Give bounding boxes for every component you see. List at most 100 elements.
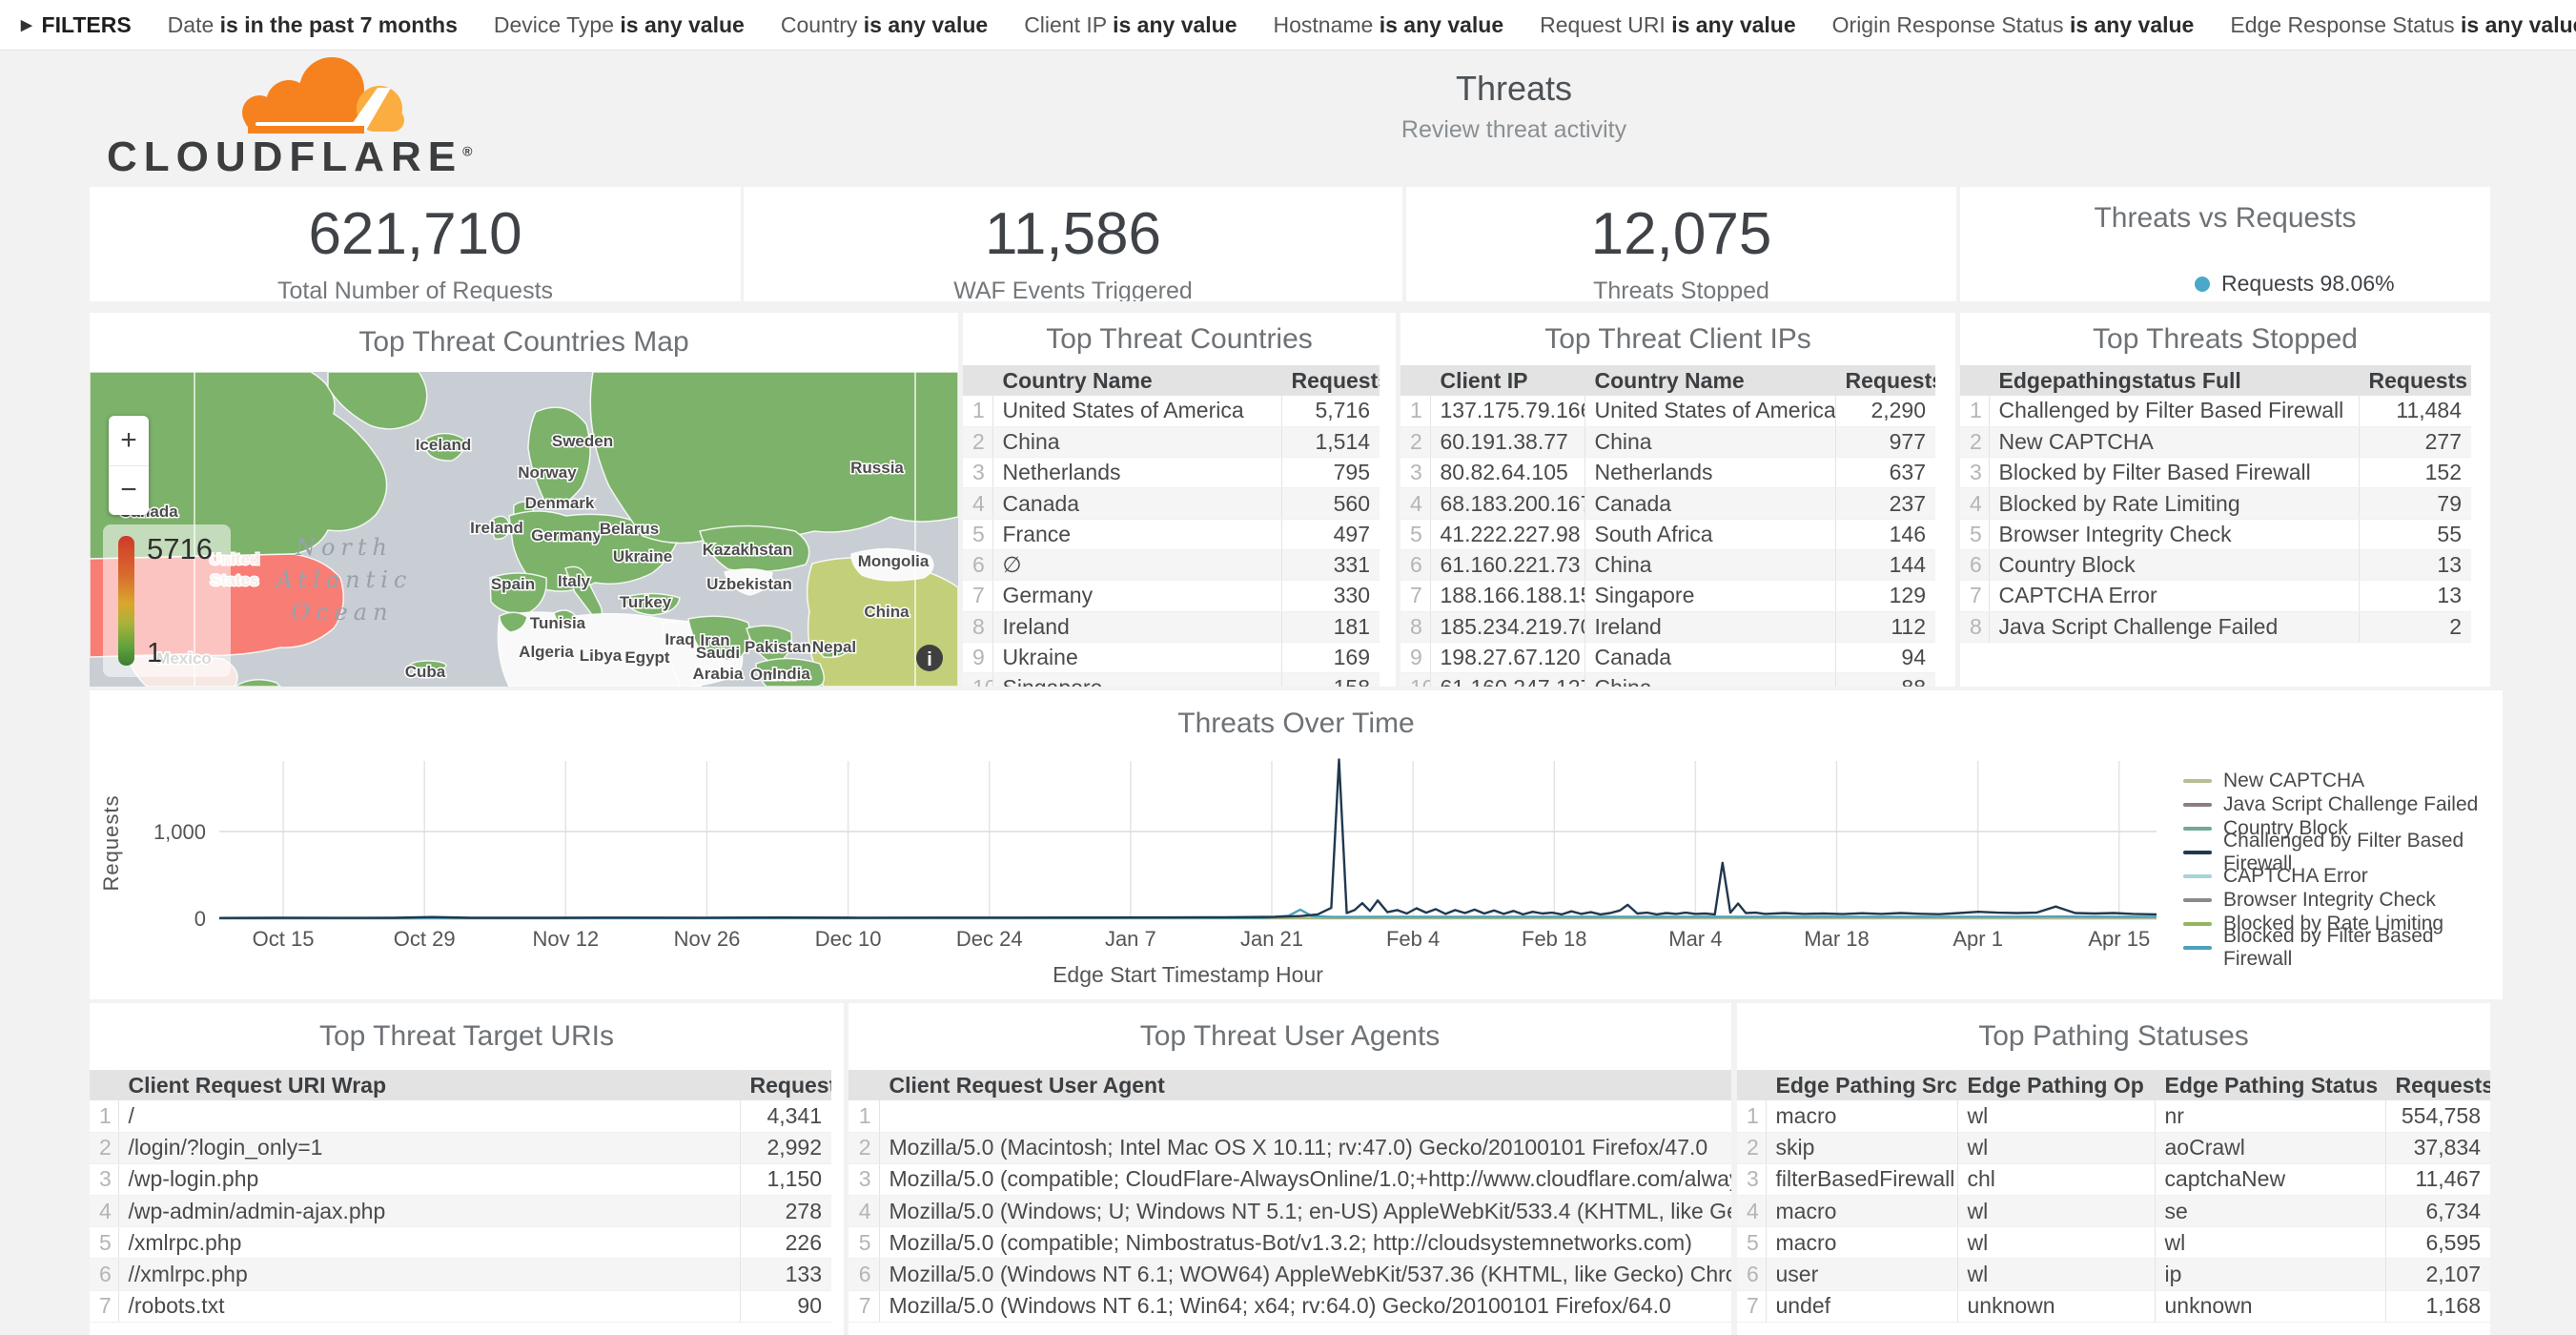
- table-row[interactable]: 7 CAPTCHA Error 13: [1960, 580, 2471, 612]
- table-row[interactable]: 1: [848, 1100, 1731, 1133]
- column-header[interactable]: Edge Pathing Op: [1957, 1070, 2156, 1100]
- table-row[interactable]: 1/4,341: [90, 1100, 831, 1133]
- map-region-north-africa[interactable]: [497, 611, 706, 687]
- map-region-nepal[interactable]: [813, 644, 850, 659]
- map-region-morocco[interactable]: [499, 611, 528, 633]
- table-row[interactable]: 7/robots.txt 90: [90, 1290, 831, 1323]
- column-header[interactable]: Requests∨: [2359, 365, 2471, 396]
- column-header[interactable]: Edge Pathing Src: [1766, 1070, 1958, 1100]
- map-region-turkey[interactable]: [620, 592, 681, 616]
- column-header[interactable]: Requests∨: [2385, 1070, 2490, 1100]
- zoom-in-button[interactable]: +: [109, 416, 149, 466]
- table-row[interactable]: 7 Germany 330: [963, 580, 1380, 612]
- filter-item[interactable]: Device Type is any value: [494, 12, 745, 38]
- map-region-india[interactable]: [755, 657, 826, 688]
- table-row[interactable]: 7 Mozilla/5.0 (Windows NT 6.1; Win64; x64…: [848, 1290, 1731, 1323]
- world-map[interactable]: i NorthAtlanticOceanCanadaUnitedStatesMe…: [90, 371, 958, 688]
- column-header[interactable]: Client IP: [1430, 365, 1585, 396]
- table-row[interactable]: 2/login/?login_only=1 2,992: [90, 1132, 831, 1164]
- table-row[interactable]: 6 Mozilla/5.0 (Windows NT 6.1; WOW64) App…: [848, 1258, 1731, 1291]
- map-region-pakistan[interactable]: [746, 625, 793, 665]
- table-row[interactable]: 8 Ireland 181: [963, 611, 1380, 643]
- table-row[interactable]: 1 137.175.79.166 United States of America 2…: [1400, 396, 1935, 427]
- table-row[interactable]: 4 macro wl se 6,734: [1737, 1195, 2490, 1228]
- table-row[interactable]: 5/xmlrpc.php 226: [90, 1226, 831, 1260]
- column-header[interactable]: Client Request URI Wrap: [118, 1070, 741, 1100]
- table-row[interactable]: 9 198.27.67.120 Canada 94: [1400, 642, 1935, 674]
- legend-item[interactable]: Browser Integrity Check: [2183, 888, 2503, 912]
- map-region-spain[interactable]: [489, 572, 547, 615]
- filter-item[interactable]: Edge Response Status is any value: [2230, 12, 2576, 38]
- map-region-canada[interactable]: [90, 371, 388, 560]
- table-row[interactable]: 3 Mozilla/5.0 (compatible; CloudFlare-Alw…: [848, 1163, 1731, 1197]
- table-row[interactable]: 3 Blocked by Filter Based Firewall 152: [1960, 457, 2471, 489]
- table-row[interactable]: 3 Netherlands 795: [963, 457, 1380, 489]
- legend-item[interactable]: CAPTCHA Error: [2183, 864, 2503, 888]
- table-row[interactable]: 6 61.160.221.73 China 144: [1400, 549, 1935, 582]
- table-row[interactable]: 6//xmlrpc.php 133: [90, 1258, 831, 1291]
- table-row[interactable]: 7 undef unknown unknown 1,168: [1737, 1290, 2490, 1323]
- table-row[interactable]: 2 Mozilla/5.0 (Macintosh; Intel Mac OS X …: [848, 1132, 1731, 1164]
- legend-item[interactable]: Blocked by Rate Limiting: [2183, 912, 2503, 935]
- map-info-button[interactable]: i: [916, 645, 943, 671]
- table-row[interactable]: 3/wp-login.php 1,150: [90, 1163, 831, 1197]
- legend-item[interactable]: Java Script Challenge Failed: [2183, 792, 2503, 816]
- table-row[interactable]: 1061.160.247.127China88: [1400, 672, 1935, 687]
- map-region-tunisia[interactable]: [553, 609, 576, 631]
- table-row[interactable]: 3 80.82.64.105 Netherlands 637: [1400, 457, 1935, 489]
- legend-item[interactable]: New CAPTCHA: [2183, 769, 2503, 792]
- filter-item[interactable]: Date is in the past 7 months: [168, 12, 458, 38]
- table-row[interactable]: 2 60.191.38.77 China 977: [1400, 426, 1935, 459]
- filter-item[interactable]: Origin Response Status is any value: [1832, 12, 2195, 38]
- table-row[interactable]: 1 macro wl nr 554,758: [1737, 1100, 2490, 1133]
- map-region-iceland[interactable]: [425, 432, 465, 462]
- column-header[interactable]: Requests∨: [740, 1070, 831, 1100]
- table-row[interactable]: 2 skip wl aoCrawl 37,834: [1737, 1132, 2490, 1164]
- filter-item[interactable]: Hostname is any value: [1274, 12, 1504, 38]
- table-row[interactable]: 8 185.234.219.70 Ireland 112: [1400, 611, 1935, 643]
- table-row[interactable]: 4 Mozilla/5.0 (Windows; U; Windows NT 5.1…: [848, 1195, 1731, 1228]
- filter-item[interactable]: Request URI is any value: [1540, 12, 1795, 38]
- table-row[interactable]: 6 ∅ 331: [963, 549, 1380, 582]
- map-region-greenland[interactable]: [327, 371, 428, 430]
- map-region-kazakhstan[interactable]: [699, 524, 810, 573]
- zoom-out-button[interactable]: −: [120, 474, 137, 506]
- column-header[interactable]: Edgepathingstatus Full: [1989, 365, 2360, 396]
- filter-item[interactable]: Client IP is any value: [1024, 12, 1237, 38]
- table-row[interactable]: 5 Mozilla/5.0 (compatible; Nimbostratus-B…: [848, 1226, 1731, 1260]
- column-header[interactable]: Country Name: [992, 365, 1282, 396]
- threats-over-time-chart[interactable]: Oct 15 Oct 29 Nov 12 Nov 26 Dec 10 Dec 24 Jan …: [90, 690, 2503, 999]
- table-row[interactable]: 5 France 497: [963, 519, 1380, 550]
- table-row[interactable]: 1 Challenged by Filter Based Firewall 11,4…: [1960, 396, 2471, 427]
- table-row[interactable]: 6 Country Block 13: [1960, 549, 2471, 582]
- table-row[interactable]: 8 Java Script Challenge Failed 2: [1960, 611, 2471, 643]
- column-header[interactable]: Client Request User Agent: [879, 1070, 1731, 1100]
- table-row[interactable]: 5 Browser Integrity Check 55: [1960, 519, 2471, 550]
- column-header[interactable]: Edge Pathing Status: [2155, 1070, 2386, 1100]
- table-row[interactable]: 6 user wl ip 2,107: [1737, 1258, 2490, 1291]
- table-row[interactable]: 4 Blocked by Rate Limiting 79: [1960, 487, 2471, 520]
- filters-toggle-button[interactable]: ▶ FILTERS: [21, 12, 132, 38]
- column-header[interactable]: Requests∨: [1835, 365, 1935, 396]
- map-region-uzbekistan[interactable]: [724, 568, 773, 596]
- map-region-central-america[interactable]: [233, 679, 282, 687]
- filter-item[interactable]: Country is any value: [781, 12, 988, 38]
- map-region-cuba[interactable]: [409, 660, 447, 671]
- table-row[interactable]: 2 New CAPTCHA 277: [1960, 426, 2471, 459]
- table-row[interactable]: 5 macro wl wl 6,595: [1737, 1226, 2490, 1260]
- table-row[interactable]: 1 United States of America 5,716: [963, 396, 1380, 427]
- table-row[interactable]: 9 Ukraine 169: [963, 642, 1380, 674]
- table-row[interactable]: 3 filterBasedFirewall chl captchaNew 11,467: [1737, 1163, 2490, 1197]
- table-row[interactable]: 5 41.222.227.98 South Africa 146: [1400, 519, 1935, 550]
- legend-item[interactable]: Blocked by Filter Based Firewall: [2183, 925, 2503, 970]
- table-row[interactable]: 4 Canada 560: [963, 487, 1380, 520]
- table-row[interactable]: 4 68.183.200.167 Canada 237: [1400, 487, 1935, 520]
- legend-item[interactable]: Challenged by Filter Based Firewall: [2183, 830, 2503, 874]
- table-row[interactable]: 4/wp-admin/admin-ajax.php 278: [90, 1195, 831, 1228]
- column-header[interactable]: Country Name: [1584, 365, 1836, 396]
- map-region-scandinavia[interactable]: [527, 406, 591, 508]
- legend-item[interactable]: Country Block: [2183, 816, 2503, 840]
- table-row[interactable]: 2 China 1,514: [963, 426, 1380, 459]
- map-region-mongolia[interactable]: [850, 547, 934, 582]
